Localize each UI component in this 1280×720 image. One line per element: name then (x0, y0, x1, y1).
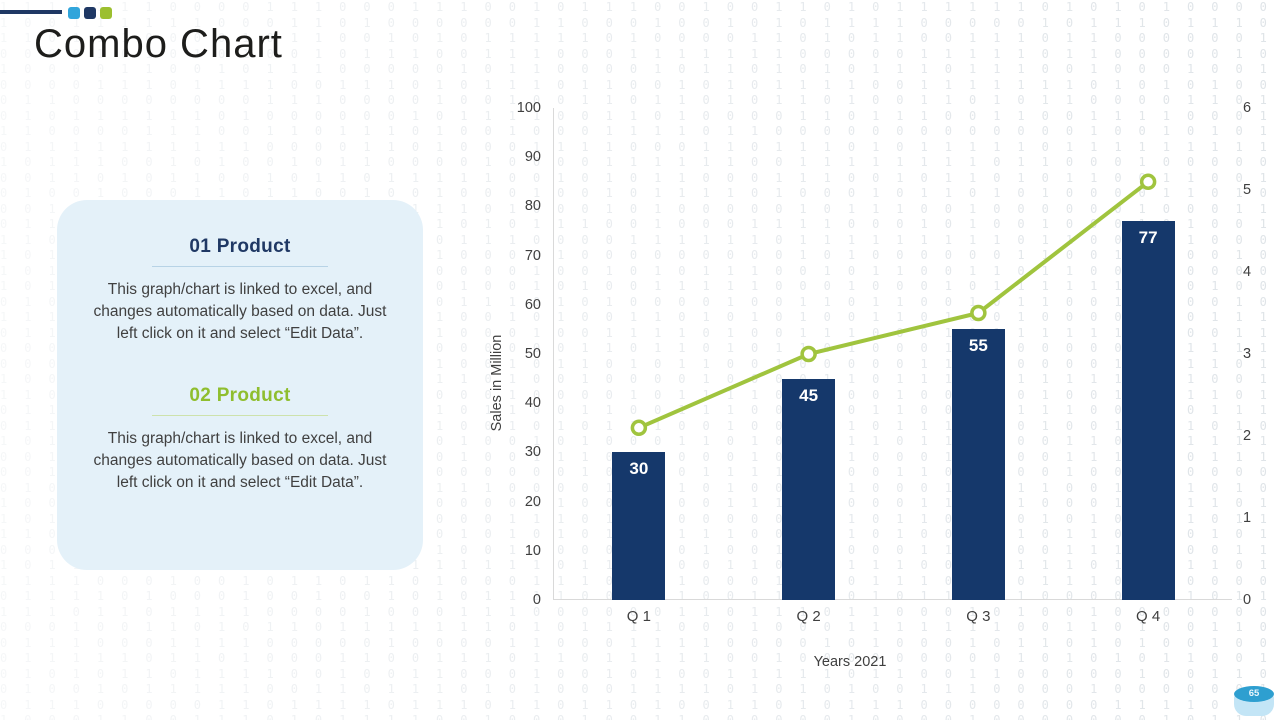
y-axis-tick-left: 80 (524, 198, 541, 215)
product-1-description: This graph/chart is linked to excel, and… (93, 281, 387, 342)
accent-square-navy (84, 7, 96, 19)
line-marker (630, 419, 648, 437)
accent-square-blue (68, 7, 80, 19)
bar-q1: 30 (612, 452, 666, 600)
page-number: 65 (1234, 686, 1274, 702)
y-axis-tick-left: 20 (524, 493, 541, 510)
x-axis-title: Years 2021 (813, 654, 887, 670)
y-axis-tick-right: 0 (1243, 592, 1252, 608)
info-panel: 01 Product This graph/chart is linked to… (57, 200, 423, 570)
y-axis-tick-left: 100 (516, 100, 541, 116)
bar-data-label: 77 (1138, 228, 1158, 248)
y-axis-title: Sales in Million (489, 334, 505, 432)
y-axis-tick-right: 6 (1243, 100, 1252, 116)
y-axis-tick-right: 1 (1243, 510, 1252, 526)
x-axis-category-label: Q 1 (626, 608, 651, 625)
y-axis-tick-left: 60 (524, 296, 541, 313)
accent-square-green (100, 7, 112, 19)
y-axis-tick-right: 2 (1243, 428, 1252, 444)
bar-data-label: 30 (629, 459, 649, 479)
divider (152, 415, 328, 416)
bar-data-label: 45 (799, 385, 819, 405)
info-section-product-1: 01 Product This graph/chart is linked to… (87, 236, 393, 345)
product-1-heading: 01 Product (189, 236, 291, 257)
y-axis-tick-right: 3 (1243, 346, 1252, 362)
y-axis-tick-left: 10 (524, 542, 541, 559)
line-series-svg (630, 173, 1157, 437)
y-axis-tick-left: 70 (524, 247, 541, 264)
y-axis-tick-left: 90 (524, 149, 541, 166)
header-accent-line (0, 10, 62, 14)
y-axis-tick-left: 0 (532, 592, 541, 608)
bar-data-label: 55 (968, 336, 988, 356)
product-2-heading: 02 Product (189, 385, 291, 406)
bar-q3: 55 (951, 329, 1005, 600)
page-number-badge: 65 (1234, 686, 1274, 716)
y-axis-tick-right: 4 (1243, 264, 1252, 280)
y-axis-tick-right: 5 (1243, 182, 1252, 198)
y-axis-tick-left: 30 (524, 444, 541, 461)
line-marker (1139, 173, 1157, 191)
line-marker (800, 345, 817, 363)
x-axis-category-label: Q 2 (796, 608, 821, 625)
info-section-product-2: 02 Product This graph/chart is linked to… (87, 385, 393, 494)
line-marker (970, 304, 987, 322)
product-2-description: This graph/chart is linked to excel, and… (93, 430, 387, 491)
page-title: Combo Chart (34, 22, 283, 66)
x-axis-category-label: Q 3 (966, 608, 991, 625)
bar-q4: 77 (1121, 221, 1175, 600)
y-axis-tick-left: 50 (524, 346, 541, 362)
y-axis-tick-left: 40 (524, 395, 541, 412)
divider (152, 266, 328, 267)
bar-q2: 45 (782, 378, 836, 600)
x-axis-category-label: Q 4 (1136, 608, 1161, 625)
line-series (638, 180, 1150, 430)
